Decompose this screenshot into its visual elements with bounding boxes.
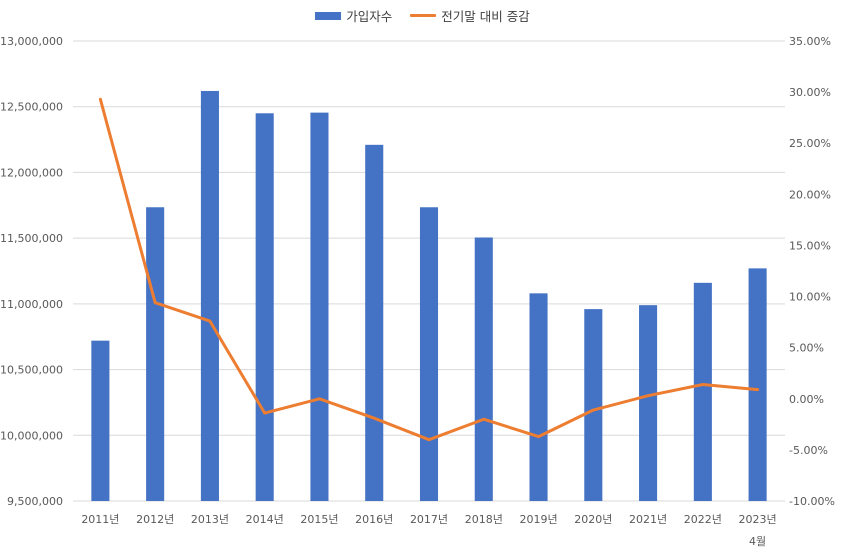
bar (255, 113, 274, 502)
left-axis-tick-label: 13,000,000 (0, 35, 63, 48)
right-axis-tick-label: 20.00% (789, 188, 831, 201)
left-axis: 9,500,000 10,000,000 10,500,000 11,000,000 1… (0, 35, 63, 508)
right-axis-tick-label: 5.00% (789, 342, 824, 355)
right-axis-tick-label: 15.00% (789, 239, 831, 252)
bar (474, 237, 493, 501)
bar (639, 305, 658, 501)
legend: 가입자수 전기말 대비 증감 (0, 6, 845, 25)
bar (91, 340, 110, 501)
x-axis-tick-label: 2018년 (465, 513, 503, 526)
x-axis-tick-label: 2015년 (300, 513, 338, 526)
bar (529, 293, 548, 501)
right-axis-tick-label: 25.00% (789, 137, 831, 150)
x-axis-tick-label: 2016년 (355, 513, 393, 526)
left-axis-tick-label: 10,500,000 (0, 364, 63, 377)
bar (310, 112, 329, 501)
x-axis-tick-label: 2020년 (574, 513, 612, 526)
left-axis-tick-label: 12,000,000 (0, 166, 63, 179)
x-axis-tick-sublabel: 4월 (749, 535, 766, 548)
left-axis-tick-label: 12,500,000 (0, 101, 63, 114)
left-axis-tick-label: 10,000,000 (0, 429, 63, 442)
x-axis-tick-label: 2012년 (136, 513, 174, 526)
bar (200, 90, 219, 501)
line-series (98, 97, 760, 442)
right-axis-tick-label: 0.00% (789, 393, 824, 406)
bar (146, 207, 165, 501)
bar-series (91, 90, 767, 502)
x-axis-tick-label: 2013년 (191, 513, 229, 526)
right-axis-tick-label: 10.00% (789, 291, 831, 304)
x-axis: 2011년 2012년 2013년 2014년 2015년 2016년 2017년 2018년… (81, 513, 776, 548)
right-axis: -10.00% -5.00% 0.00% 5.00% 10.00% 15.00% 20.00… (789, 35, 835, 508)
right-axis-tick-label: 35.00% (789, 35, 831, 48)
x-axis-tick-label: 2017년 (410, 513, 448, 526)
bar (748, 268, 767, 501)
bar (693, 282, 712, 501)
left-axis-tick-label: 11,000,000 (0, 298, 63, 311)
legend-line-swatch (410, 14, 437, 17)
x-axis-tick-label: 2022년 (684, 513, 722, 526)
legend-bar-label: 가입자수 (346, 9, 393, 24)
right-axis-tick-label: -5.00% (789, 444, 828, 457)
legend-line-label: 전기말 대비 증감 (441, 9, 530, 24)
legend-bar-swatch (315, 11, 342, 20)
right-axis-tick-label: 30.00% (789, 86, 831, 99)
left-axis-tick-label: 9,500,000 (7, 495, 63, 508)
line-series-path (98, 97, 760, 442)
bar (419, 207, 439, 501)
bar (584, 309, 603, 501)
x-axis-tick-label: 2014년 (246, 513, 284, 526)
right-axis-tick-label: -10.00% (789, 495, 835, 508)
x-axis-tick-label: 2023년 (739, 513, 777, 526)
legend-item-bar: 가입자수 (315, 6, 392, 25)
legend-item-line: 전기말 대비 증감 (410, 6, 530, 25)
x-axis-tick-label: 2021년 (629, 513, 667, 526)
x-axis-tick-label: 2011년 (81, 513, 119, 526)
left-axis-tick-label: 11,500,000 (0, 232, 63, 245)
x-axis-tick-label: 2019년 (519, 513, 557, 526)
bar (365, 144, 384, 502)
